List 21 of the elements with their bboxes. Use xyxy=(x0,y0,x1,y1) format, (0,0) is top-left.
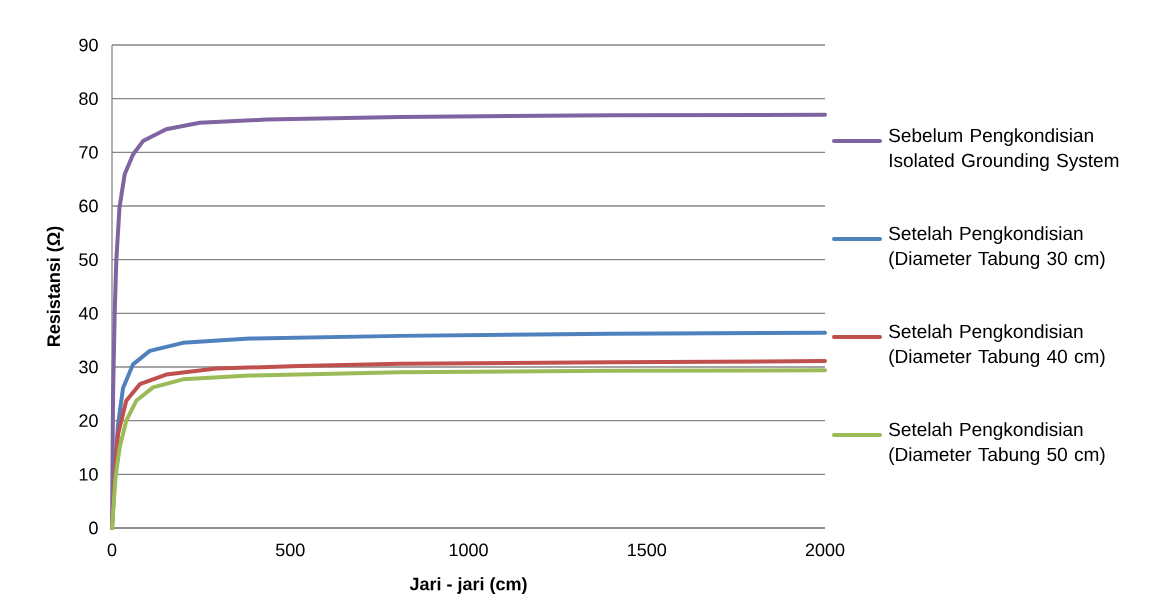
y-tick-label: 50 xyxy=(79,253,98,267)
y-tick-label: 70 xyxy=(79,145,98,159)
legend-label: Setelah Pengkondisian (Diameter Tabung 50 cm) xyxy=(889,422,1105,465)
legend-label: Setelah Pengkondisian (Diameter Tabung 40 cm) xyxy=(889,324,1105,367)
y-axis-title: Resistansi (Ω) xyxy=(46,226,64,347)
y-tick-label: 20 xyxy=(79,414,98,428)
x-tick-label: 1000 xyxy=(449,543,488,557)
legend-label: Sebelum Pengkondisian Isolated Grounding System xyxy=(889,128,1119,171)
y-tick-label: 10 xyxy=(79,467,98,481)
y-tick-label: 80 xyxy=(79,92,98,106)
x-axis-title: Jari - jari (cm) xyxy=(409,577,527,594)
legend-label: Setelah Pengkondisian (Diameter Tabung 30 cm) xyxy=(889,226,1105,269)
y-tick-label: 30 xyxy=(79,360,98,374)
x-tick-label: 0 xyxy=(107,543,117,557)
y-tick-label: 90 xyxy=(79,38,98,52)
x-tick-label: 2000 xyxy=(805,543,845,557)
y-tick-label: 0 xyxy=(89,521,98,535)
x-tick-label: 500 xyxy=(275,543,305,557)
y-tick-label: 40 xyxy=(78,306,98,320)
x-tick-label: 1500 xyxy=(628,543,667,557)
y-tick-label: 60 xyxy=(79,199,98,213)
